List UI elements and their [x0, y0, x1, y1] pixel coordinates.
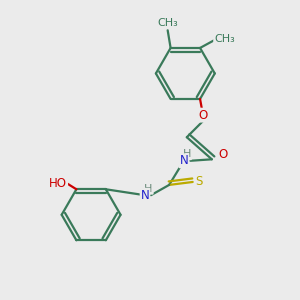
Text: O: O: [218, 148, 228, 161]
Text: HO: HO: [49, 177, 67, 190]
Text: CH₃: CH₃: [157, 18, 178, 28]
Text: H: H: [144, 184, 153, 194]
Text: CH₃: CH₃: [214, 34, 235, 44]
Text: O: O: [198, 109, 208, 122]
Text: S: S: [196, 176, 203, 188]
Text: N: N: [179, 154, 188, 167]
Text: H: H: [183, 149, 191, 159]
Text: N: N: [141, 189, 149, 202]
